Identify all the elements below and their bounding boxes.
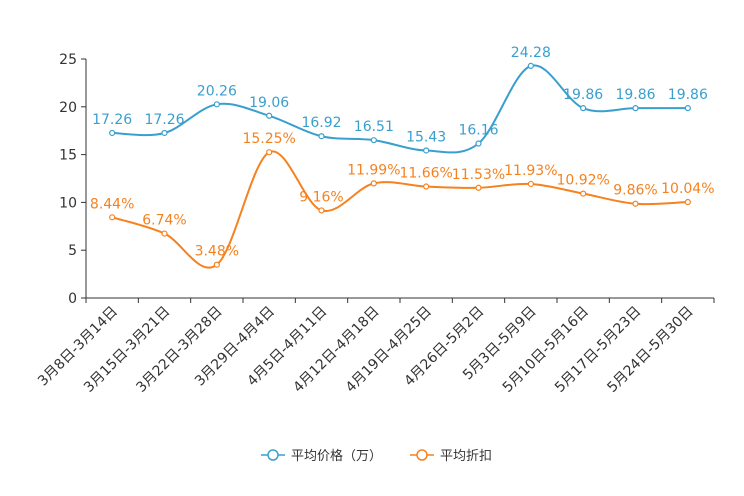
data-point: [527, 180, 534, 188]
data-point: [109, 129, 116, 137]
series-2: 8.44%6.74%3.48%15.25%9.16%11.99%11.66%11…: [90, 131, 715, 269]
y-tick-label: 15: [59, 148, 77, 164]
data-point: [580, 190, 587, 197]
data-label: 16.92: [301, 115, 341, 131]
series-1: 17.26 17.26 20.26 19.06 16.92 16.51 15.43 16.16…: [92, 45, 708, 154]
series-line: [112, 64, 688, 154]
legend-label: 平均价格（万）: [291, 448, 382, 464]
data-point: [161, 230, 168, 237]
data-point: [318, 207, 325, 214]
data-point: [580, 105, 587, 112]
data-point: [632, 105, 639, 112]
data-point: [370, 137, 377, 144]
data-label: 17.26: [92, 112, 132, 128]
data-point: [370, 180, 377, 187]
data-point: [684, 105, 691, 112]
data-label: 11.66%: [399, 166, 452, 182]
data-label: 6.74%: [142, 213, 186, 229]
data-point: [423, 147, 430, 154]
data-label: 8.44%: [90, 196, 134, 212]
data-label: 16.16: [458, 123, 498, 139]
data-label: 3.48%: [195, 244, 239, 260]
data-label: 19.86: [668, 87, 708, 103]
data-point: [527, 62, 534, 69]
series-layer: 17.26 17.26 20.26 19.06 16.92 16.51 15.43 16.16…: [90, 45, 715, 269]
data-label: 15.25%: [242, 131, 295, 147]
data-point: [423, 183, 430, 190]
data-point: [161, 129, 168, 137]
legend-item-2[interactable]: 平均折扣: [410, 449, 492, 464]
data-point: [213, 261, 220, 268]
data-label: 19.86: [615, 87, 655, 103]
legend[interactable]: 平均价格（万） 平均折扣: [261, 448, 492, 464]
data-label: 17.26: [144, 112, 184, 128]
y-tick-label: 25: [59, 52, 77, 68]
data-point: [632, 200, 639, 207]
data-label: 11.93%: [504, 163, 557, 179]
data-label: 10.92%: [556, 173, 609, 189]
data-point: [475, 184, 482, 191]
data-label: 19.86: [563, 87, 603, 103]
legend-marker-icon: [416, 449, 428, 461]
y-tick-label: 0: [68, 291, 77, 307]
data-label: 20.26: [197, 83, 237, 99]
legend-item-1[interactable]: 平均价格（万）: [261, 448, 382, 464]
legend-label: 平均折扣: [440, 449, 492, 464]
data-point: [318, 133, 325, 140]
legend-marker-icon: [267, 449, 279, 461]
data-label: 15.43: [406, 129, 446, 145]
data-label: 16.51: [354, 119, 394, 135]
data-label: 9.86%: [613, 183, 657, 199]
y-tick-label: 5: [68, 243, 77, 259]
data-point: [684, 198, 691, 206]
data-label: 11.53%: [452, 167, 505, 183]
data-point: [266, 112, 273, 119]
data-point: [109, 214, 116, 221]
data-label: 9.16%: [299, 189, 343, 205]
data-label: 19.06: [249, 95, 289, 111]
data-label: 11.99%: [347, 162, 400, 178]
y-tick-label: 20: [59, 100, 77, 116]
data-point: [213, 101, 220, 108]
y-tick-label: 10: [59, 195, 77, 211]
data-point: [475, 140, 482, 147]
data-label: 10.04%: [661, 181, 714, 197]
data-label: 24.28: [511, 45, 551, 61]
data-point: [266, 149, 273, 156]
